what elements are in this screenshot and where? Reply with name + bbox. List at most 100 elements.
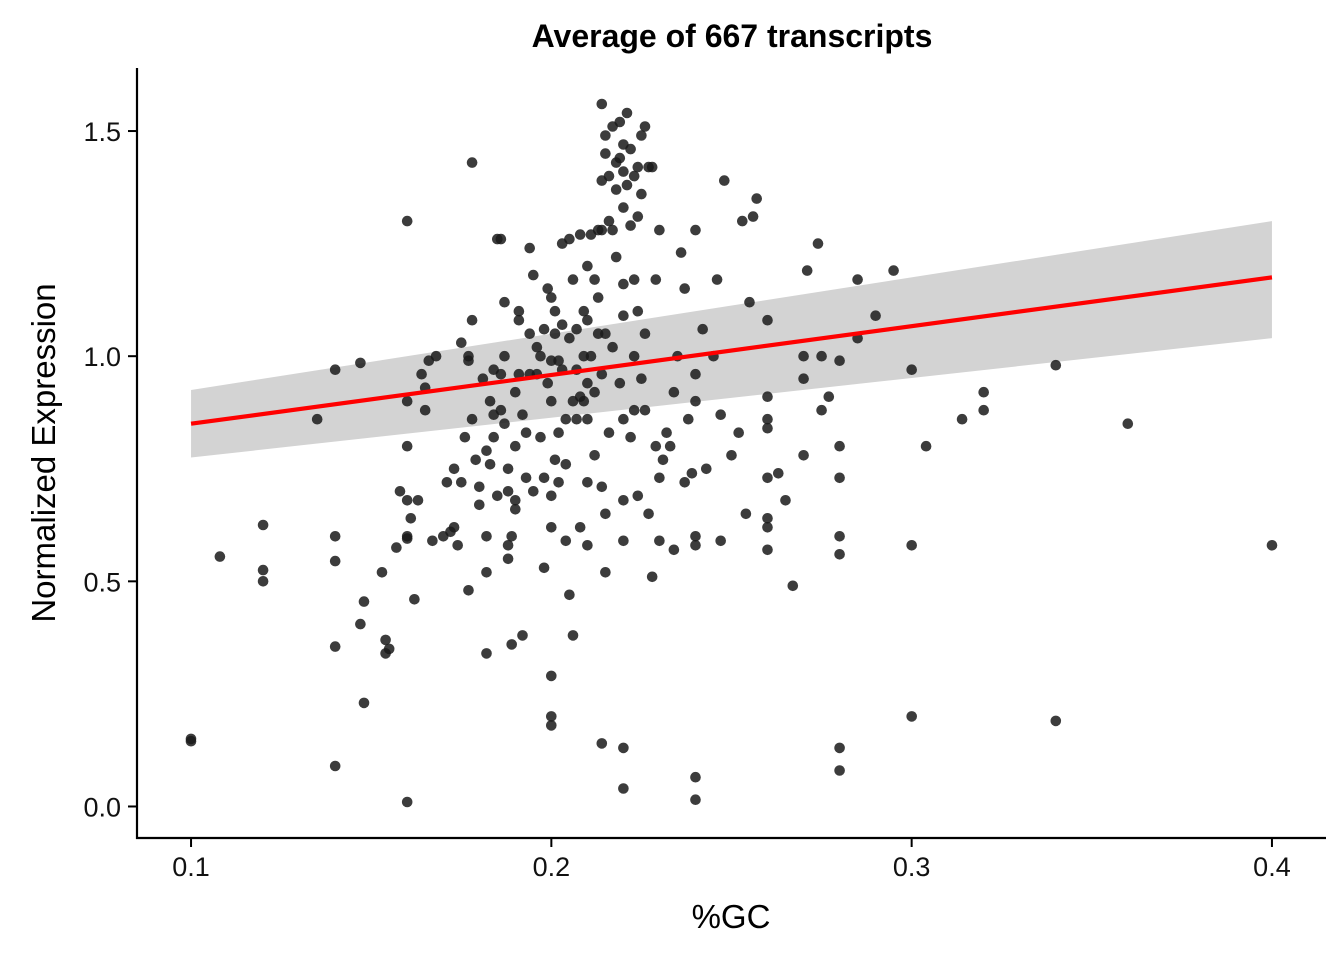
- data-point: [463, 585, 474, 596]
- data-point: [596, 224, 608, 236]
- data-point: [517, 409, 528, 421]
- data-point: [358, 596, 370, 607]
- data-point: [535, 431, 546, 443]
- data-point: [600, 328, 611, 340]
- data-point: [632, 490, 644, 502]
- data-point: [481, 531, 492, 542]
- data-point: [567, 630, 579, 641]
- data-point: [762, 513, 773, 524]
- data-point: [762, 472, 773, 484]
- data-point: [801, 265, 813, 276]
- data-point: [592, 292, 604, 303]
- data-point: [690, 368, 701, 380]
- data-point: [596, 98, 608, 110]
- data-point: [596, 368, 608, 380]
- data-point: [607, 224, 618, 236]
- data-point: [564, 589, 575, 601]
- data-point: [582, 314, 593, 326]
- data-point: [329, 364, 341, 376]
- data-point: [740, 508, 752, 520]
- data-point: [639, 121, 651, 132]
- data-point: [542, 283, 553, 294]
- data-point: [628, 170, 640, 182]
- data-point: [376, 567, 388, 578]
- data-point: [567, 274, 579, 285]
- x-axis-ticks: 0.1 0.2 0.3 0.4: [172, 838, 1291, 882]
- data-point: [546, 292, 557, 303]
- data-point: [520, 427, 532, 439]
- data-point: [481, 445, 492, 457]
- confidence-band: [191, 221, 1272, 458]
- data-point: [906, 711, 917, 722]
- data-point: [639, 404, 651, 416]
- data-point: [628, 274, 640, 285]
- data-point: [625, 220, 636, 231]
- data-point: [459, 431, 471, 443]
- data-point: [506, 639, 517, 650]
- data-point: [513, 368, 525, 380]
- data-point: [329, 760, 341, 772]
- data-point: [549, 328, 561, 340]
- data-point: [553, 477, 564, 488]
- data-point: [355, 618, 366, 630]
- data-point: [571, 323, 582, 335]
- data-point: [466, 157, 478, 168]
- data-point: [906, 540, 917, 551]
- y-tick-label: 0.5: [83, 567, 121, 597]
- data-point: [506, 531, 517, 542]
- data-point: [419, 404, 431, 416]
- data-point: [524, 242, 535, 254]
- data-point: [510, 386, 521, 398]
- data-point: [574, 522, 586, 533]
- data-point: [560, 413, 572, 425]
- data-point: [798, 350, 809, 362]
- data-point: [650, 440, 662, 452]
- data-point: [513, 314, 525, 326]
- data-point: [481, 648, 492, 659]
- data-point: [1050, 359, 1062, 371]
- data-point: [618, 166, 629, 177]
- data-point: [358, 697, 370, 709]
- data-point: [394, 486, 406, 497]
- data-point: [401, 395, 413, 407]
- data-point: [798, 450, 809, 461]
- data-point: [517, 630, 528, 641]
- data-point: [466, 314, 478, 326]
- data-point: [646, 571, 658, 583]
- data-point: [481, 567, 492, 578]
- data-point: [618, 495, 629, 506]
- data-point: [448, 522, 460, 533]
- data-point: [401, 215, 413, 227]
- data-point: [185, 735, 197, 747]
- data-point: [762, 391, 773, 403]
- data-point: [762, 314, 773, 326]
- data-point: [1266, 540, 1278, 551]
- data-point: [484, 395, 496, 407]
- data-point: [978, 404, 989, 416]
- data-point: [618, 310, 629, 322]
- data-point: [257, 519, 269, 531]
- data-point: [257, 564, 269, 576]
- data-point: [549, 454, 561, 466]
- data-point: [834, 355, 845, 367]
- data-point: [488, 431, 500, 443]
- data-point: [787, 580, 799, 592]
- data-point: [668, 386, 680, 398]
- data-point: [607, 341, 618, 353]
- data-point: [329, 531, 341, 542]
- data-point: [513, 305, 525, 317]
- data-point: [430, 350, 442, 362]
- data-point: [355, 357, 366, 369]
- data-point: [470, 454, 482, 466]
- y-tick-label: 0.0: [83, 792, 121, 822]
- data-point: [823, 391, 835, 403]
- x-tick-label: 0.1: [172, 852, 210, 882]
- data-point: [751, 193, 762, 204]
- data-point: [636, 188, 647, 200]
- data-point: [690, 224, 701, 236]
- data-point: [582, 477, 593, 488]
- data-point: [628, 404, 640, 416]
- data-point: [834, 440, 845, 452]
- data-point: [463, 350, 474, 362]
- data-point: [578, 305, 590, 317]
